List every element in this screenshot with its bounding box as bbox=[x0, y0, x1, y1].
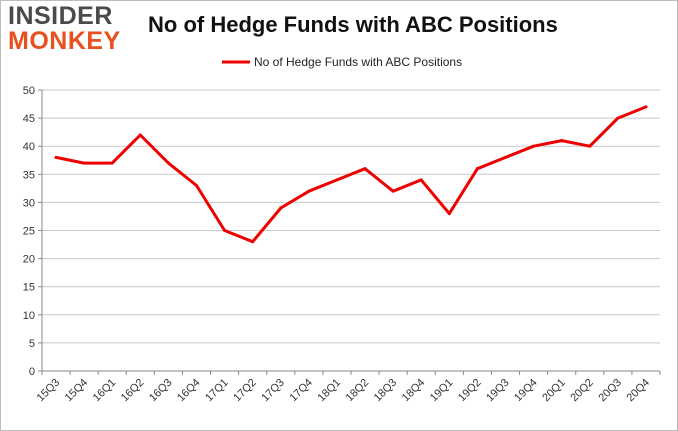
data-point bbox=[447, 212, 451, 216]
series-line bbox=[54, 105, 648, 244]
y-tick-label: 20 bbox=[23, 254, 35, 266]
series-layer bbox=[54, 105, 648, 244]
x-tick-label: 17Q1 bbox=[203, 377, 231, 405]
data-point bbox=[251, 240, 255, 244]
data-point bbox=[588, 144, 592, 148]
data-point bbox=[419, 178, 423, 182]
x-tick-label: 17Q4 bbox=[287, 377, 315, 405]
y-tick-label: 5 bbox=[29, 338, 35, 350]
axes bbox=[38, 89, 661, 375]
y-tick-label: 30 bbox=[23, 197, 35, 209]
data-point bbox=[223, 229, 227, 232]
x-tick-label: 18Q2 bbox=[344, 377, 372, 405]
logo-line-1: INSIDER bbox=[8, 2, 113, 30]
x-tick-label: 18Q3 bbox=[372, 377, 400, 405]
y-tick-label: 50 bbox=[23, 85, 35, 97]
data-point bbox=[110, 161, 114, 165]
data-point bbox=[335, 178, 339, 182]
x-tick-label: 19Q2 bbox=[456, 377, 484, 405]
gridlines bbox=[42, 89, 660, 372]
y-tick-label: 45 bbox=[23, 113, 35, 125]
y-tick-label: 25 bbox=[23, 226, 35, 238]
x-tick-label: 16Q2 bbox=[119, 377, 147, 405]
x-tick-label: 15Q4 bbox=[63, 377, 91, 405]
x-tick-label: 15Q3 bbox=[35, 377, 63, 405]
data-point bbox=[644, 105, 648, 109]
data-point bbox=[475, 167, 479, 171]
chart-title: No of Hedge Funds with ABC Positions bbox=[148, 12, 558, 37]
data-point bbox=[391, 189, 395, 193]
x-tick-label: 16Q3 bbox=[147, 377, 175, 405]
insider-monkey-logo: INSIDER MONKEY bbox=[8, 4, 126, 54]
x-tick-label: 17Q3 bbox=[259, 377, 287, 405]
y-tick-label: 35 bbox=[23, 169, 35, 181]
y-tick-label: 10 bbox=[23, 310, 35, 322]
y-tick-label: 15 bbox=[23, 282, 35, 294]
data-point bbox=[54, 155, 58, 159]
data-point bbox=[616, 116, 620, 120]
legend-label: No of Hedge Funds with ABC Positions bbox=[254, 55, 462, 69]
data-point bbox=[307, 189, 311, 193]
data-point bbox=[363, 167, 367, 171]
x-tick-labels: 15Q3 15Q4 16Q1 16Q2 16Q3 16Q4 17Q1 17Q2 17Q3 17Q4… bbox=[35, 377, 652, 405]
x-tick-label: 19Q4 bbox=[512, 377, 540, 405]
x-tick-label: 19Q1 bbox=[428, 377, 456, 405]
x-tick-label: 17Q2 bbox=[231, 377, 259, 405]
data-point bbox=[279, 206, 283, 210]
data-point bbox=[504, 155, 507, 159]
data-point bbox=[560, 139, 564, 143]
data-point bbox=[166, 161, 170, 165]
x-tick-label: 18Q4 bbox=[400, 377, 428, 405]
y-tick-labels: 0 5 10 15 20 25 30 35 40 45 50 bbox=[23, 85, 35, 378]
data-point bbox=[195, 184, 198, 188]
x-tick-label: 16Q4 bbox=[175, 377, 203, 405]
y-tick-label: 40 bbox=[23, 141, 35, 153]
x-tick-label: 20Q4 bbox=[625, 377, 653, 405]
x-tick-label: 18Q1 bbox=[316, 377, 344, 405]
data-point bbox=[532, 144, 536, 148]
data-point bbox=[138, 133, 142, 137]
x-tick-label: 20Q2 bbox=[568, 377, 596, 405]
y-tick-label: 0 bbox=[29, 366, 35, 378]
data-point bbox=[82, 161, 86, 165]
x-tick-label: 20Q1 bbox=[540, 377, 568, 405]
x-tick-label: 16Q1 bbox=[91, 377, 119, 405]
x-tick-label: 20Q3 bbox=[596, 377, 624, 405]
x-tick-label: 19Q3 bbox=[484, 377, 512, 405]
legend: No of Hedge Funds with ABC Positions bbox=[222, 55, 462, 69]
logo-line-2: MONKEY bbox=[8, 27, 121, 55]
